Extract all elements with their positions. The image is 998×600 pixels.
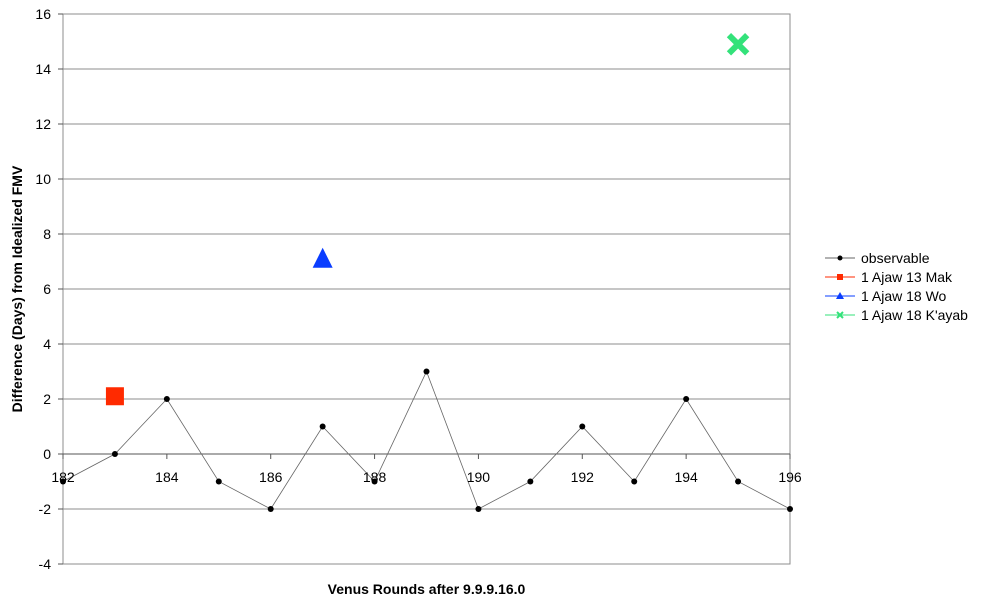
y-tick-label: 2 (43, 391, 51, 407)
legend-swatch-marker (837, 274, 843, 280)
data-point (163, 396, 170, 402)
legend-item: 1 Ajaw 18 Wo (825, 288, 947, 304)
x-tick-label: 190 (467, 469, 491, 485)
data-point (787, 506, 793, 512)
legend-swatch-marker (836, 311, 844, 319)
legend-label: 1 Ajaw 13 Mak (861, 269, 953, 285)
data-point (319, 423, 326, 430)
legend-item: 1 Ajaw 18 K'ayab (825, 307, 968, 323)
x-tick-labels: 182 184 186 188 190 192 194 196 (51, 454, 802, 485)
y-tick-labels: -4 -2 0 2 4 6 8 10 12 14 16 (35, 6, 63, 572)
x-tick-label: 182 (51, 469, 75, 485)
series-3 (312, 247, 333, 268)
legend-item: observable (825, 250, 930, 266)
data-point-square (105, 387, 124, 406)
y-tick-label: 12 (35, 116, 51, 132)
y-tick-label: 6 (43, 281, 51, 297)
x-tick-label: 186 (259, 469, 283, 485)
x-tick-label: 184 (155, 469, 179, 485)
x-tick-label: 192 (571, 469, 595, 485)
y-tick-label: 10 (35, 171, 51, 187)
series-1 (60, 368, 793, 512)
x-tick-label: 196 (778, 469, 802, 485)
legend-label: 1 Ajaw 18 Wo (861, 288, 947, 304)
y-tick-label: 8 (43, 226, 51, 242)
y-tick-label: -4 (39, 556, 52, 572)
data-point (111, 451, 118, 457)
series (60, 33, 793, 512)
data-point (527, 478, 534, 485)
data-point (371, 478, 378, 485)
data-point (683, 396, 690, 402)
data-point (215, 478, 222, 485)
data-point (60, 478, 66, 485)
data-point (423, 368, 430, 375)
data-point (475, 506, 482, 512)
legend-label: 1 Ajaw 18 K'ayab (861, 307, 968, 323)
x-tick-label: 194 (674, 469, 698, 485)
x-tick-label: 188 (363, 469, 387, 485)
y-tick-label: 14 (35, 61, 51, 77)
y-tick-label: 16 (35, 6, 51, 22)
x-axis-title: Venus Rounds after 9.9.9.16.0 (328, 581, 526, 597)
series-2 (105, 387, 124, 406)
data-point-triangle (312, 247, 333, 268)
series-4 (726, 33, 750, 56)
legend-swatch-marker (836, 292, 844, 299)
y-axis-title: Difference (Days) from Idealized FMV (9, 165, 25, 412)
y-tick-label: 4 (43, 336, 51, 352)
legend: observable 1 Ajaw 13 Mak 1 Ajaw 18 Wo 1 Aja… (825, 250, 968, 323)
legend-item: 1 Ajaw 13 Mak (825, 269, 953, 285)
data-point (579, 423, 586, 430)
y-tick-label: 0 (43, 446, 51, 462)
data-point (631, 478, 638, 485)
legend-label: observable (861, 250, 930, 266)
data-point-x (726, 33, 750, 56)
y-tick-label: -2 (39, 501, 52, 517)
data-point (267, 506, 274, 512)
series-line (62, 370, 791, 510)
data-point (735, 478, 742, 485)
legend-swatch-marker (837, 255, 843, 261)
